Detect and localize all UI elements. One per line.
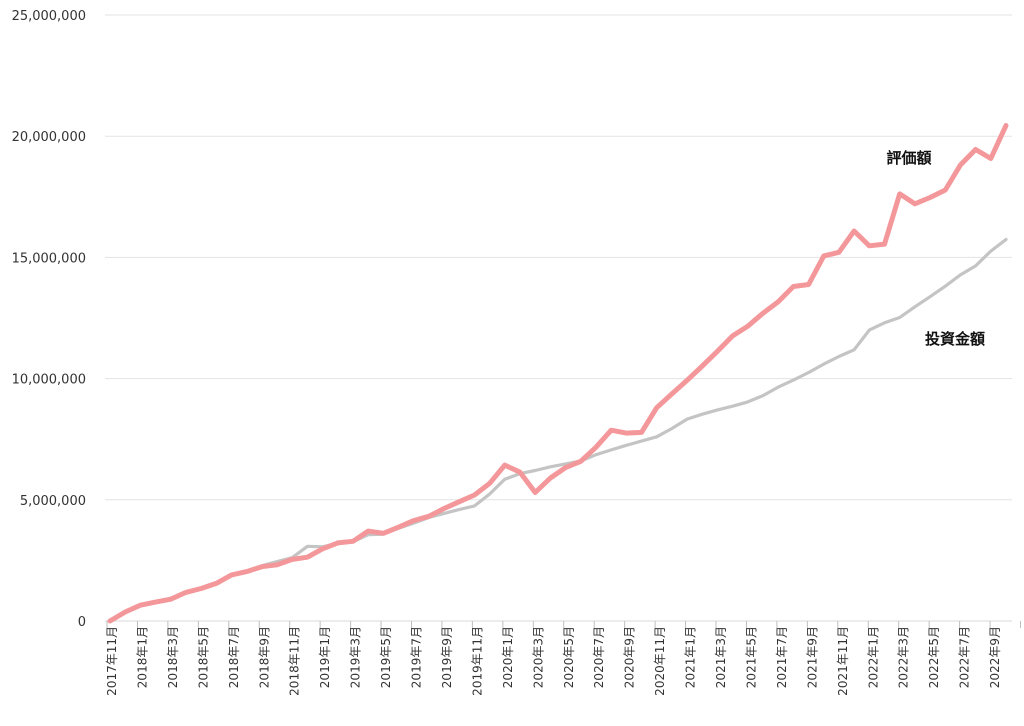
- x-tick-label: 2019年5月: [379, 626, 393, 688]
- x-tick-label: 2021年11月: [836, 626, 850, 696]
- x-tick-label: 2020年5月: [562, 626, 576, 688]
- y-tick-label: 25,000,000: [12, 9, 86, 24]
- x-tick-label: 2020年3月: [531, 626, 545, 688]
- series-labels: 評価額 投資金額: [886, 149, 985, 348]
- x-tick-label: 2022年3月: [897, 626, 911, 688]
- x-tick-label: 2020年11月: [653, 626, 667, 696]
- x-tick-label: 2020年7月: [592, 626, 606, 688]
- x-tick-label: 2021年5月: [744, 626, 758, 688]
- y-tick-label: 5,000,000: [20, 494, 86, 509]
- x-tick-label: 2021年7月: [775, 626, 789, 688]
- x-tick-label: 2019年7月: [410, 626, 424, 688]
- x-tick-label: 2022年1月: [866, 626, 880, 688]
- y-tick-label: 10,000,000: [12, 373, 86, 388]
- x-tick-label: 2019年3月: [349, 626, 363, 688]
- x-tick-label: 2022年5月: [927, 626, 941, 688]
- x-tick-label: 2018年11月: [288, 626, 302, 696]
- x-tick-label: 2022年7月: [958, 626, 972, 688]
- series-line-evaluation: [107, 123, 1009, 624]
- y-axis: 0 5,000,000 10,000,000 15,000,000 20,000,000…: [12, 9, 86, 630]
- x-tick-label: 2018年1月: [135, 626, 149, 688]
- y-tick-label: 15,000,000: [12, 251, 86, 266]
- x-tick-label: 2021年3月: [714, 626, 728, 688]
- series-lines: [107, 123, 1009, 624]
- x-tick-label: 2021年9月: [805, 626, 819, 688]
- series-label-investment: 投資金額: [925, 330, 985, 348]
- gridlines: [105, 14, 1012, 501]
- x-tick-label: 2020年1月: [501, 626, 515, 688]
- x-tick-label: 2018年5月: [196, 626, 210, 688]
- series-line-investment: [108, 237, 1008, 623]
- series-label-evaluation: 評価額: [886, 149, 931, 167]
- x-tick-label: 2018年3月: [166, 626, 180, 688]
- x-tick-label: 2019年11月: [470, 626, 484, 696]
- x-axis: 2017年11月 2018年1月 2018年3月 2018年5月 2018年7月 2018…: [105, 620, 1021, 696]
- x-tick-label: 2018年9月: [257, 626, 271, 688]
- x-tick-label: 2022年9月: [988, 626, 1002, 688]
- x-tick-label: 2017年11月: [105, 626, 119, 696]
- y-tick-label: 20,000,000: [12, 130, 86, 145]
- x-tick-label: 2019年1月: [318, 626, 332, 688]
- x-tick-label: 2020年9月: [623, 626, 637, 688]
- x-tick-label: 2019年9月: [440, 626, 454, 688]
- x-tick-label: 2018年7月: [227, 626, 241, 688]
- x-tick-label: 2021年1月: [684, 626, 698, 688]
- y-tick-label: 0: [78, 615, 86, 630]
